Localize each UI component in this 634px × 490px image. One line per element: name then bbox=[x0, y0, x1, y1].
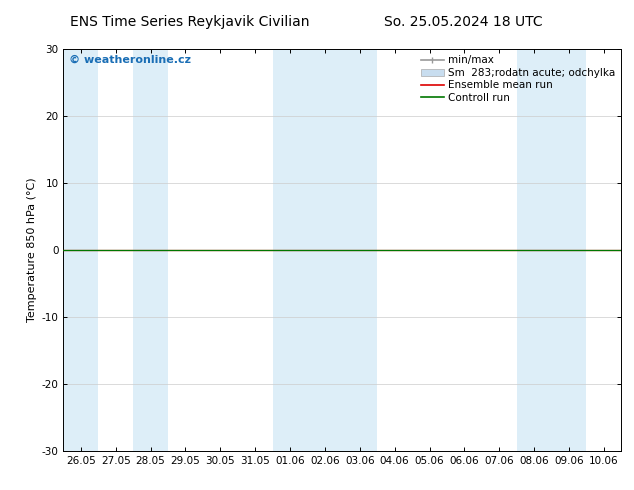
Text: So. 25.05.2024 18 UTC: So. 25.05.2024 18 UTC bbox=[384, 15, 542, 29]
Bar bbox=[273, 49, 377, 451]
Bar bbox=[517, 49, 586, 451]
Y-axis label: Temperature 850 hPa (°C): Temperature 850 hPa (°C) bbox=[27, 177, 37, 322]
Text: © weatheronline.cz: © weatheronline.cz bbox=[69, 55, 191, 65]
Bar bbox=[63, 49, 98, 451]
Text: ENS Time Series Reykjavik Civilian: ENS Time Series Reykjavik Civilian bbox=[70, 15, 310, 29]
Bar bbox=[133, 49, 168, 451]
Legend: min/max, Sm  283;rodatn acute; odchylka, Ensemble mean run, Controll run: min/max, Sm 283;rodatn acute; odchylka, … bbox=[417, 51, 619, 107]
